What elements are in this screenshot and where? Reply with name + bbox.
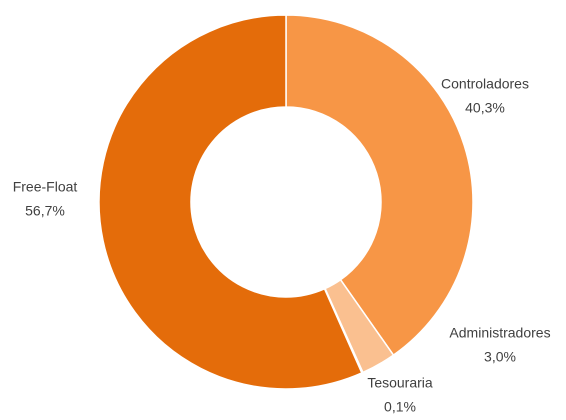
segment-value: 0,1%: [384, 399, 416, 415]
segment-value: 3,0%: [484, 349, 516, 365]
segment-label: Administradores: [449, 325, 550, 341]
donut-segment: [285, 14, 474, 357]
donut-segment: [98, 14, 363, 390]
segment-label: Tesouraria: [367, 375, 433, 391]
segment-value: 56,7%: [25, 203, 65, 219]
segment-label: Controladores: [441, 76, 529, 92]
segment-label: Free-Float: [13, 179, 78, 195]
segment-value: 40,3%: [465, 100, 505, 116]
